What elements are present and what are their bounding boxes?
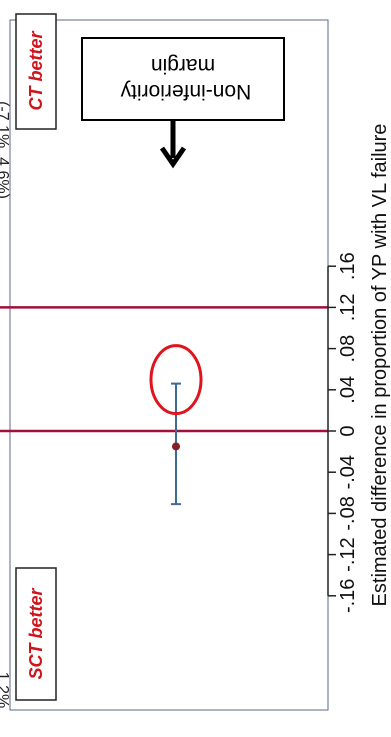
x-axis-title: Estimated difference in proportion of YP…	[369, 124, 391, 607]
x-tick-label: -.04	[337, 455, 359, 489]
ct-better-box: CT better	[15, 13, 57, 130]
margin-callout-box	[81, 37, 285, 121]
margin-callout-text: Non-inferiority margin	[115, 54, 252, 103]
x-tick-label: -.08	[337, 496, 359, 530]
plot-frame	[9, 19, 329, 711]
x-tick-label: .12	[337, 293, 359, 321]
margin-callout: Non-inferiority margin	[81, 37, 285, 169]
ct-better-label: CT better	[26, 31, 46, 111]
callout-arrow-icon	[159, 120, 187, 169]
x-tick-label: .04	[337, 376, 359, 404]
sct-better-label: SCT better	[26, 588, 46, 680]
sct-better-box: SCT better	[15, 567, 57, 701]
highlight-circle	[149, 344, 203, 416]
estimate-group	[171, 382, 181, 506]
x-tick-label: 0	[337, 425, 359, 436]
estimate-ci-label: (-7.1%, 4.6%)	[0, 101, 11, 199]
reference-lines	[0, 306, 328, 433]
estimate-point-label: 1.2%	[0, 672, 11, 708]
margin-callout-line-2: margin	[151, 54, 215, 77]
margin-callout-line-1: Non-inferiority	[120, 80, 251, 103]
x-tick-label: -.12	[337, 537, 359, 571]
x-axis: -.16 -.12 -.08 -.04 0 .04 .08 .12 .16	[327, 252, 359, 613]
x-tick-label: .08	[337, 335, 359, 363]
point-estimate	[172, 442, 180, 451]
x-tick-label: -.16	[337, 579, 359, 613]
x-tick-label: .16	[337, 252, 359, 280]
